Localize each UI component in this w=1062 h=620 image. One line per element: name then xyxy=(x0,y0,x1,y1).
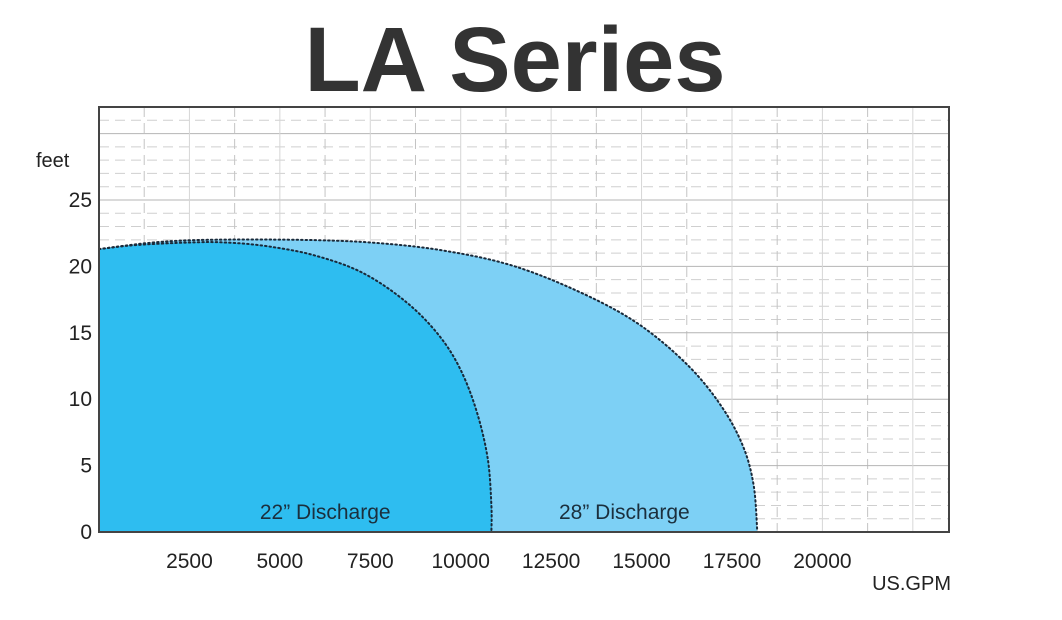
series-outlines xyxy=(98,238,759,533)
y-tick-label: 20 xyxy=(69,255,92,278)
x-tick-label: 10000 xyxy=(431,550,489,573)
y-tick-label: 10 xyxy=(69,388,92,411)
series-areas xyxy=(99,239,758,532)
x-tick-label: 17500 xyxy=(703,550,761,573)
y-tick-label: 25 xyxy=(69,189,92,212)
x-tick-label: 7500 xyxy=(347,550,394,573)
x-tick-label: 20000 xyxy=(793,550,851,573)
series-label-0: 28” Discharge xyxy=(559,501,690,524)
x-tick-labels: 2500 5000 7500 10000 12500 15000 17500 20000 xyxy=(166,550,852,573)
y-tick-labels: 0 5 10 15 20 25 xyxy=(69,189,92,544)
x-tick-label: 12500 xyxy=(522,550,580,573)
y-tick-label: 15 xyxy=(69,322,92,345)
x-tick-label: 5000 xyxy=(256,550,303,573)
y-tick-label: 5 xyxy=(80,455,92,478)
outline-series-0 xyxy=(98,238,759,533)
area-series-1 xyxy=(99,242,492,532)
outline-series-1 xyxy=(98,241,493,533)
plot-frame xyxy=(98,106,950,533)
x-axis-label: US.GPM xyxy=(872,573,951,595)
series-labels: 28” Discharge 22” Discharge xyxy=(260,501,690,524)
chart-title: LA Series xyxy=(304,9,726,111)
series-label-1: 22” Discharge xyxy=(260,501,391,524)
x-tick-label: 15000 xyxy=(612,550,670,573)
y-tick-label: 0 xyxy=(80,521,92,544)
x-tick-label: 2500 xyxy=(166,550,213,573)
y-axis-label: feet xyxy=(36,150,70,172)
